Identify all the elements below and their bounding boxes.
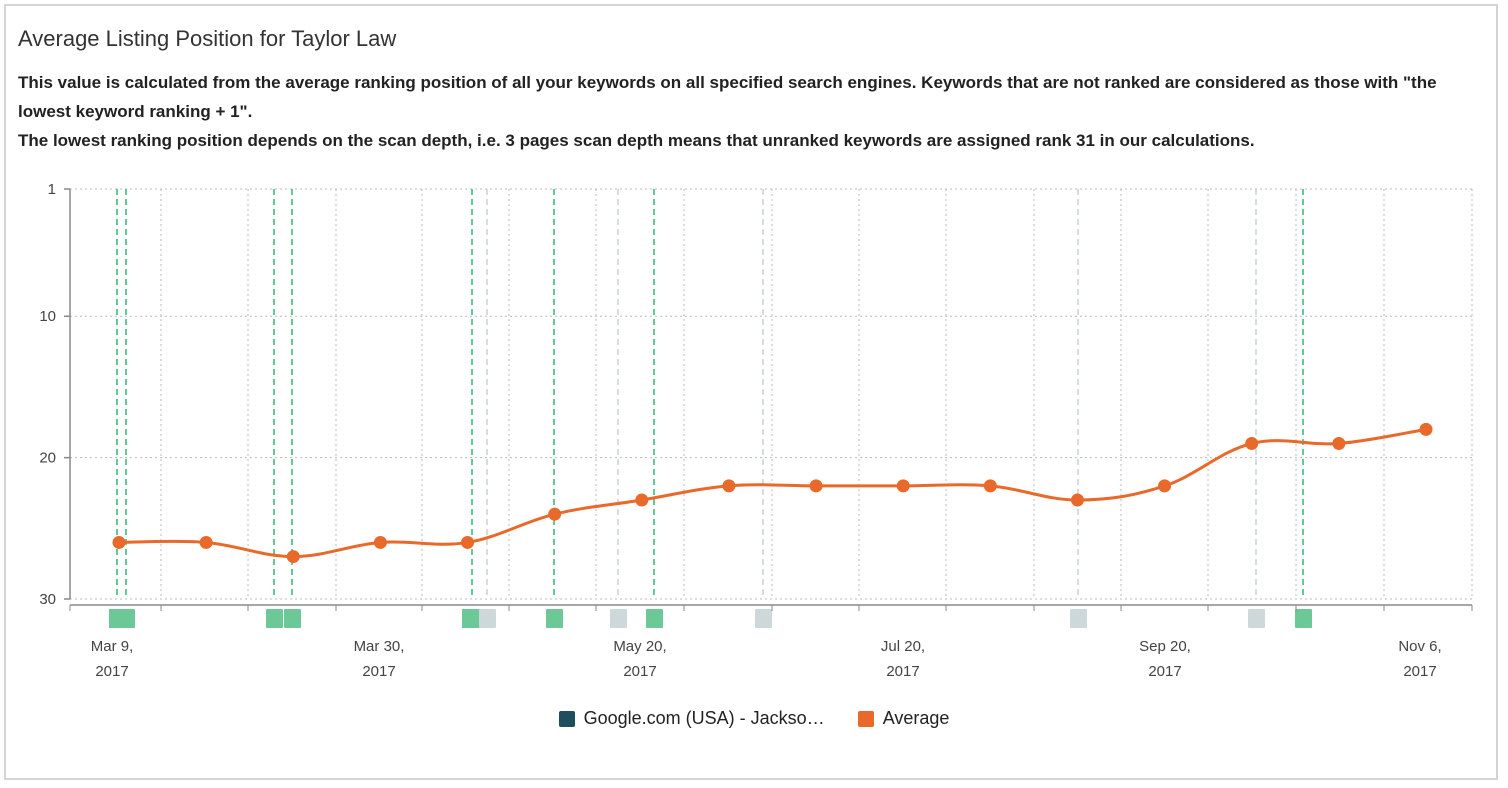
y-tick-label: 10 bbox=[39, 308, 56, 325]
average-point[interactable] bbox=[983, 479, 997, 493]
chart-title: Average Listing Position for Taylor Law bbox=[18, 26, 397, 51]
x-tick-label: 2017 bbox=[362, 663, 395, 680]
x-tick-label: 2017 bbox=[1403, 663, 1436, 680]
average-point[interactable] bbox=[461, 535, 475, 549]
legend-swatch-engine bbox=[558, 710, 575, 727]
event-flag bbox=[109, 609, 113, 628]
chart-legend: Google.com (USA) - Jackso… Average bbox=[0, 708, 1508, 732]
y-tick-label: 30 bbox=[39, 591, 56, 608]
grid-layer bbox=[69, 188, 1473, 600]
description-line-2: The lowest ranking position depends on t… bbox=[18, 131, 1255, 150]
chart-panel bbox=[4, 4, 1498, 780]
y-tick-label: 20 bbox=[39, 450, 56, 467]
average-point[interactable] bbox=[896, 479, 910, 493]
average-point[interactable] bbox=[1158, 479, 1172, 493]
legend-item-engine[interactable]: Google.com (USA) - Jackso… bbox=[558, 708, 825, 729]
x-tick-label: 2017 bbox=[1148, 663, 1181, 680]
average-point[interactable] bbox=[1070, 493, 1084, 507]
series-layer bbox=[112, 422, 1433, 564]
x-tick-label: Sep 20, bbox=[1139, 638, 1191, 655]
event-flag bbox=[755, 609, 772, 628]
x-tick-label: Jul 20, bbox=[881, 638, 925, 655]
average-point[interactable] bbox=[1332, 436, 1346, 450]
x-tick-label: 2017 bbox=[623, 663, 656, 680]
event-flag bbox=[610, 609, 627, 628]
average-point[interactable] bbox=[548, 507, 562, 521]
average-point[interactable] bbox=[1419, 422, 1433, 436]
event-flag bbox=[1248, 609, 1265, 628]
average-point[interactable] bbox=[112, 535, 126, 549]
event-flag bbox=[266, 609, 283, 628]
x-tick-label: Nov 6, bbox=[1398, 638, 1441, 655]
average-series-line bbox=[118, 427, 1427, 559]
axis-layer: 1 10 20 30 Mar 9, 2017 Mar 30, 2017 May 20, 2017 J… bbox=[39, 181, 1473, 680]
event-flag bbox=[1070, 609, 1087, 628]
event-flag bbox=[479, 609, 496, 628]
x-tick-label: May 20, bbox=[613, 638, 666, 655]
events-layer bbox=[109, 189, 1312, 628]
average-point[interactable] bbox=[286, 550, 300, 564]
average-point[interactable] bbox=[722, 479, 736, 493]
x-tick-label: 2017 bbox=[886, 663, 919, 680]
legend-swatch-average bbox=[857, 710, 874, 727]
chart-description: This value is calculated from the averag… bbox=[18, 68, 1488, 155]
x-tick-label: Mar 9, bbox=[91, 638, 134, 655]
average-point[interactable] bbox=[635, 493, 649, 507]
average-point[interactable] bbox=[1245, 436, 1259, 450]
legend-item-average[interactable]: Average bbox=[857, 708, 950, 729]
event-flag bbox=[646, 609, 663, 628]
x-tick-label: Mar 30, bbox=[354, 638, 405, 655]
description-line-1: This value is calculated from the averag… bbox=[18, 73, 1437, 121]
y-tick-label: 1 bbox=[48, 181, 56, 198]
average-point[interactable] bbox=[199, 535, 213, 549]
x-tick-label: 2017 bbox=[95, 663, 128, 680]
legend-label-engine: Google.com (USA) - Jackso… bbox=[583, 708, 825, 728]
event-flag bbox=[284, 609, 301, 628]
event-flag bbox=[462, 609, 472, 628]
average-point[interactable] bbox=[373, 535, 387, 549]
average-point[interactable] bbox=[809, 479, 823, 493]
event-flag bbox=[1295, 609, 1312, 628]
event-flag bbox=[118, 609, 135, 628]
legend-label-average: Average bbox=[882, 708, 950, 728]
event-flag bbox=[546, 609, 563, 628]
